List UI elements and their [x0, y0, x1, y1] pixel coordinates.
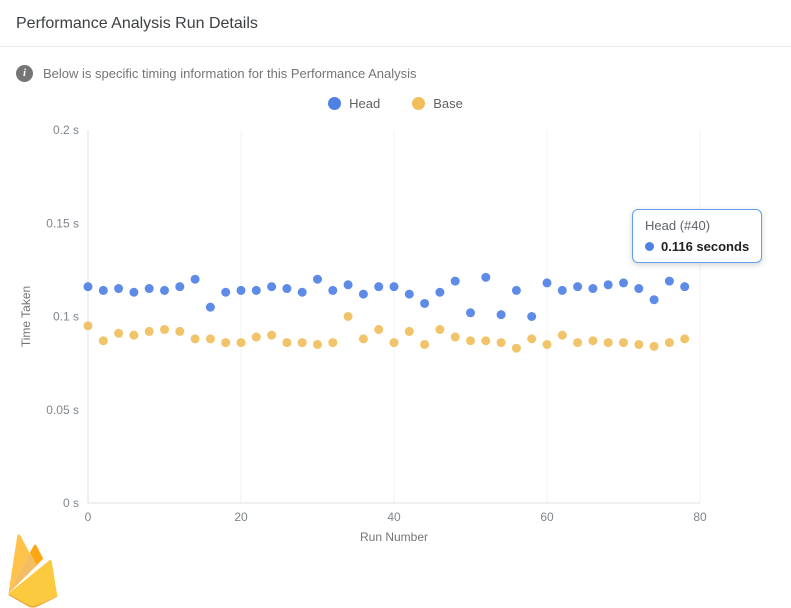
tooltip-value-row: 0.116 seconds	[645, 239, 749, 254]
chart-canvas[interactable]: 0 s 0.05 s 0.1 s 0.15 s 0.2 s 0 20 40 60 80 Run Nu…	[0, 113, 760, 558]
legend-label-head: Head	[349, 96, 381, 111]
chart-legend: Head Base	[0, 96, 791, 111]
svg-text:Time Taken: Time Taken	[19, 286, 33, 347]
scatter-chart[interactable]: 0 s 0.05 s 0.1 s 0.15 s 0.2 s 0 20 40 60 80 Run Nu…	[0, 113, 791, 563]
svg-text:0.1 s: 0.1 s	[53, 310, 79, 324]
svg-text:0.15 s: 0.15 s	[46, 216, 79, 230]
page-header: Performance Analysis Run Details	[0, 0, 791, 47]
chart-tooltip: Head (#40) 0.116 seconds	[632, 209, 763, 263]
legend-item-base[interactable]: Base	[412, 96, 463, 111]
info-banner: i Below is specific timing information f…	[0, 47, 791, 82]
info-icon: i	[16, 65, 33, 82]
svg-text:0.2 s: 0.2 s	[53, 123, 79, 137]
base-series-dot-icon	[412, 97, 426, 110]
page-title: Performance Analysis Run Details	[16, 15, 258, 32]
svg-text:0 s: 0 s	[63, 496, 79, 510]
tooltip-title: Head (#40)	[645, 218, 711, 233]
legend-item-head[interactable]: Head	[328, 96, 380, 111]
svg-text:20: 20	[234, 510, 248, 524]
info-text: Below is specific timing information for…	[43, 66, 417, 81]
svg-text:Run Number: Run Number	[360, 530, 428, 544]
svg-text:60: 60	[540, 510, 554, 524]
head-series-dot-icon	[328, 97, 342, 110]
tooltip-series-dot-icon	[645, 242, 654, 251]
tooltip-value: 0.116 seconds	[661, 239, 750, 254]
legend-label-base: Base	[433, 96, 463, 111]
svg-text:80: 80	[693, 510, 707, 524]
svg-text:0.05 s: 0.05 s	[46, 403, 79, 417]
svg-text:0: 0	[85, 510, 92, 524]
svg-text:40: 40	[387, 510, 401, 524]
firebase-logo	[8, 534, 58, 608]
